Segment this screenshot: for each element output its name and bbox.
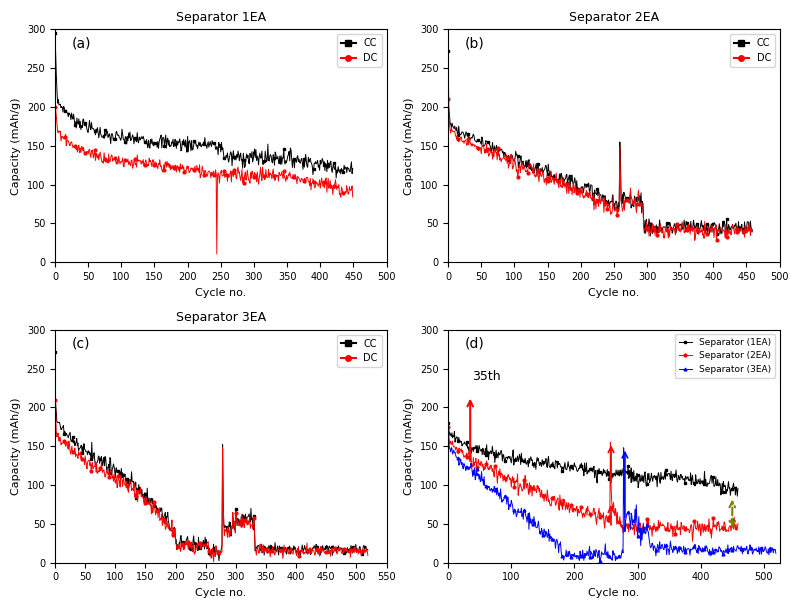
- X-axis label: Cycle no.: Cycle no.: [588, 588, 639, 598]
- Text: (b): (b): [465, 37, 485, 51]
- Line: Separator (1EA): Separator (1EA): [446, 421, 739, 498]
- Y-axis label: Capacity (mAh/g): Capacity (mAh/g): [11, 398, 21, 495]
- Separator (2EA): [449, 443, 458, 451]
- Separator (2EA): [689, 523, 698, 530]
- Separator (3EA): [482, 486, 492, 493]
- Y-axis label: Capacity (mAh/g): Capacity (mAh/g): [11, 97, 21, 195]
- Legend: CC, DC: CC, DC: [730, 34, 774, 67]
- X-axis label: Cycle no.: Cycle no.: [195, 588, 246, 598]
- Separator (1EA): [688, 479, 698, 487]
- Separator (2EA): [599, 519, 609, 527]
- Separator (3EA): [452, 454, 462, 462]
- Text: 35th: 35th: [472, 370, 501, 383]
- Separator (1EA): [678, 473, 687, 480]
- Title: Separator 2EA: Separator 2EA: [569, 11, 659, 24]
- Separator (1EA): [733, 485, 742, 492]
- X-axis label: Cycle no.: Cycle no.: [588, 287, 639, 298]
- Legend: CC, DC: CC, DC: [337, 334, 382, 367]
- Y-axis label: Capacity (mAh/g): Capacity (mAh/g): [404, 97, 414, 195]
- Separator (2EA): [688, 538, 698, 545]
- Separator (1EA): [685, 477, 694, 485]
- X-axis label: Cycle no.: Cycle no.: [195, 287, 246, 298]
- Title: Separator 3EA: Separator 3EA: [176, 311, 266, 325]
- Separator (3EA): [771, 550, 781, 557]
- Separator (3EA): [705, 546, 714, 553]
- Text: (a): (a): [71, 37, 91, 51]
- Text: (d): (d): [465, 337, 485, 351]
- Separator (2EA): [685, 527, 694, 535]
- Separator (2EA): [443, 423, 453, 431]
- Separator (1EA): [599, 470, 609, 477]
- Line: Separator (2EA): Separator (2EA): [446, 426, 739, 543]
- Line: Separator (3EA): Separator (3EA): [446, 432, 778, 563]
- Separator (2EA): [540, 491, 550, 499]
- Y-axis label: Capacity (mAh/g): Capacity (mAh/g): [404, 398, 414, 495]
- Separator (1EA): [449, 433, 458, 440]
- Separator (3EA): [532, 524, 542, 532]
- Text: (c): (c): [71, 337, 90, 351]
- Separator (3EA): [734, 545, 743, 552]
- Separator (2EA): [733, 520, 742, 527]
- Legend: CC, DC: CC, DC: [337, 34, 382, 67]
- Separator (2EA): [678, 525, 687, 532]
- Separator (3EA): [443, 429, 453, 437]
- Legend: Separator (1EA), Separator (2EA), Separator (3EA): Separator (1EA), Separator (2EA), Separa…: [675, 334, 775, 378]
- Separator (3EA): [700, 542, 710, 549]
- Separator (1EA): [443, 419, 453, 426]
- Separator (1EA): [733, 493, 742, 500]
- Title: Separator 1EA: Separator 1EA: [176, 11, 266, 24]
- Separator (3EA): [595, 557, 605, 565]
- Separator (1EA): [540, 460, 550, 468]
